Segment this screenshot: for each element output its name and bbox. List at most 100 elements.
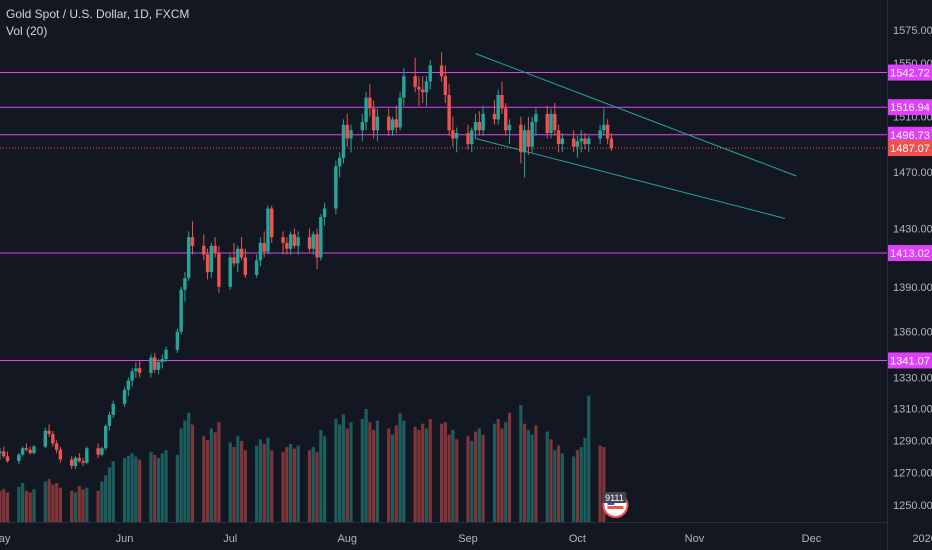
- volume-bar: [500, 428, 504, 522]
- candle-body: [466, 133, 470, 145]
- candle-body: [402, 76, 406, 98]
- level-price-tag-box: [888, 99, 932, 116]
- candle-body: [439, 65, 444, 77]
- volume-bar: [58, 487, 62, 522]
- level-price-tag-label: 1341.07: [890, 355, 930, 367]
- candle-body: [175, 331, 180, 350]
- x-tick-label: Nov: [685, 533, 705, 545]
- candle-body: [390, 119, 395, 131]
- volume-bar: [602, 447, 606, 522]
- candle-body: [530, 122, 534, 147]
- candle-body: [164, 349, 168, 360]
- volume-bar: [289, 444, 293, 522]
- volume-bar: [575, 450, 580, 522]
- candle-body: [130, 371, 134, 381]
- volume-bar: [394, 425, 398, 522]
- volume-bar: [107, 467, 112, 522]
- volume-bar: [598, 445, 602, 522]
- volume-bar: [311, 447, 315, 522]
- y-tick-label: 1470.00: [893, 167, 932, 179]
- economic-event-badge[interactable]: 9111: [602, 492, 629, 518]
- candle-body: [334, 166, 338, 209]
- volume-bar: [179, 428, 183, 522]
- volume-bar: [372, 429, 376, 522]
- badge-label-box: [602, 492, 627, 503]
- volume-bar: [545, 431, 549, 522]
- y-tick-label: 1250.00: [893, 500, 932, 512]
- volume-bar: [315, 451, 319, 522]
- candle-body: [571, 138, 576, 147]
- volume-bar: [364, 408, 368, 522]
- candle-body: [605, 124, 610, 139]
- candle-body: [421, 89, 425, 93]
- volume-bar: [534, 425, 538, 522]
- volume-bar: [341, 414, 346, 522]
- volume-bar: [439, 423, 444, 522]
- candle-body: [447, 94, 451, 131]
- volume-bar: [549, 439, 553, 522]
- y-tick-label: 1430.00: [893, 224, 932, 236]
- volume-bar: [164, 450, 168, 522]
- candle-body: [81, 461, 85, 463]
- volume-bar: [47, 479, 51, 522]
- x-tick-label: May: [0, 533, 11, 545]
- candles: [0, 52, 614, 470]
- candle-body: [451, 130, 455, 139]
- volume-bar: [572, 456, 576, 522]
- candle-body: [504, 108, 508, 131]
- level-price-tag-label: 1496.73: [890, 130, 930, 142]
- candle-body: [545, 113, 549, 134]
- volume-bar: [0, 490, 2, 522]
- volume-bar: [149, 451, 153, 522]
- volume-bar: [43, 481, 47, 522]
- level-price-tag-label: 1516.94: [890, 102, 930, 114]
- candle-body: [292, 234, 297, 246]
- volume-bar: [587, 395, 591, 522]
- candle-body: [285, 242, 289, 249]
- candle-body: [243, 257, 248, 276]
- volume-bar: [96, 490, 100, 522]
- volume-bar: [153, 454, 157, 522]
- candle-body: [179, 289, 183, 332]
- candle-body: [454, 133, 459, 139]
- volume-bar: [322, 436, 327, 522]
- volume-bar: [402, 420, 406, 522]
- candle-body: [602, 124, 606, 131]
- volume-bar: [470, 440, 474, 522]
- volume-bar: [560, 453, 564, 522]
- candle-body: [239, 248, 244, 258]
- trendline: [475, 138, 786, 219]
- candle-body: [187, 237, 191, 278]
- volume-bar: [73, 492, 78, 522]
- volume-bar: [398, 412, 402, 522]
- volume-bar: [258, 439, 263, 522]
- candle-body: [315, 234, 319, 258]
- volume-bar: [55, 483, 59, 522]
- volume-bar: [175, 454, 179, 522]
- candle-body: [428, 65, 432, 82]
- candle-body: [153, 357, 157, 370]
- candle-body: [149, 357, 153, 373]
- candle-body: [258, 242, 263, 261]
- volume-bar: [228, 442, 232, 522]
- candle-body: [137, 368, 142, 373]
- volume-bar: [307, 450, 312, 522]
- candle-body: [364, 97, 368, 123]
- candle-body: [579, 138, 583, 142]
- volume-indicator-label[interactable]: Vol (20): [6, 24, 48, 38]
- candle-body: [262, 242, 266, 252]
- symbol-title[interactable]: Gold Spot / U.S. Dollar, 1D, FXCM: [6, 7, 190, 21]
- volume-bar: [202, 436, 206, 522]
- volume-bar: [255, 445, 259, 522]
- candle-body: [375, 116, 380, 131]
- volume-bar: [77, 486, 81, 522]
- candle-body: [598, 130, 602, 139]
- volume-bar: [160, 453, 164, 522]
- volume-bar: [390, 434, 395, 522]
- candle-body: [0, 451, 2, 454]
- volume-bar: [477, 428, 481, 522]
- candle-body: [205, 254, 210, 273]
- volume-bar: [375, 420, 380, 522]
